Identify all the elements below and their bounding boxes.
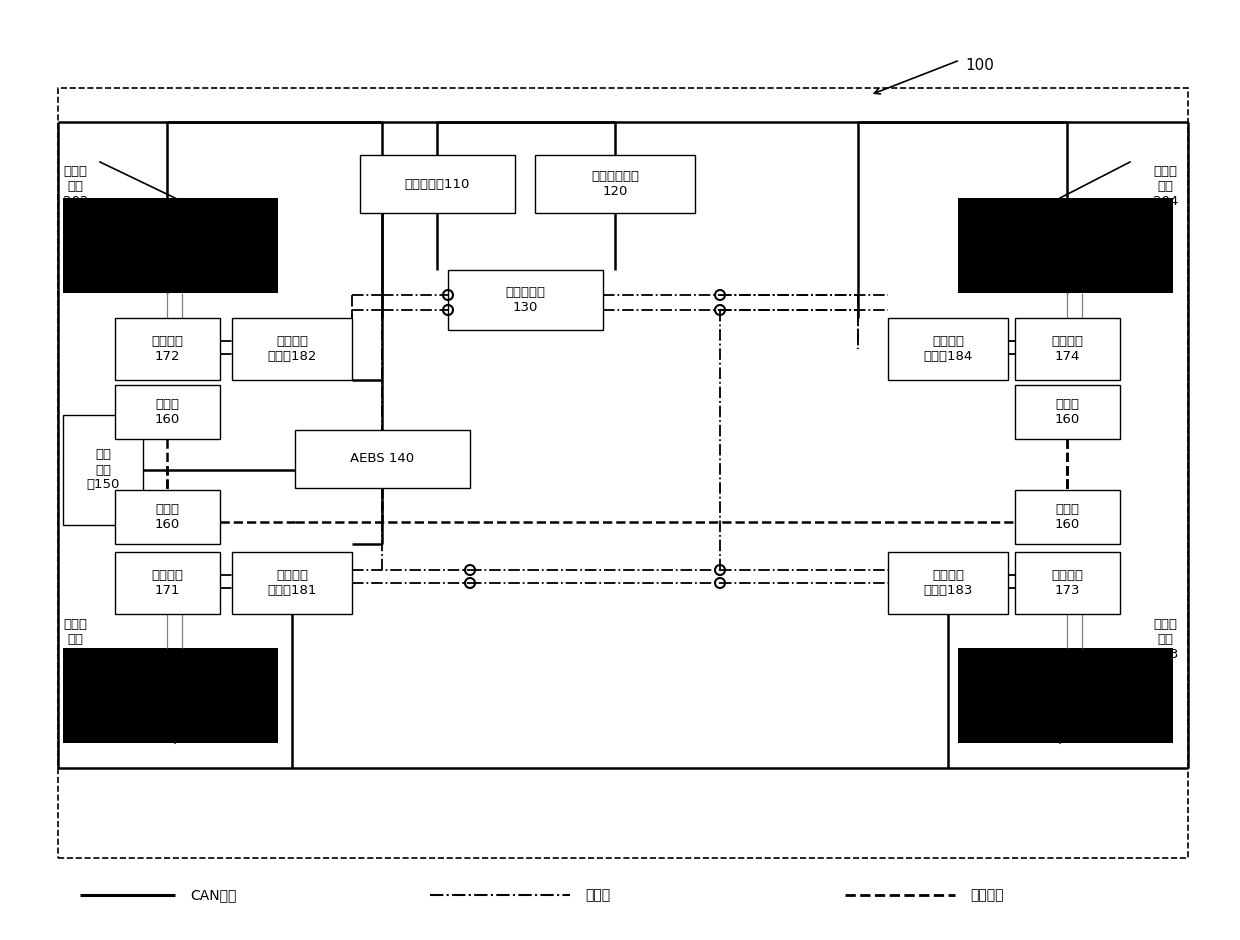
FancyBboxPatch shape bbox=[115, 318, 219, 380]
Text: 左前电机
171: 左前电机 171 bbox=[151, 569, 184, 597]
FancyBboxPatch shape bbox=[360, 155, 515, 213]
Text: 制动管路: 制动管路 bbox=[970, 888, 1003, 902]
Text: 左后电机
173: 左后电机 173 bbox=[1052, 569, 1084, 597]
FancyBboxPatch shape bbox=[888, 318, 1008, 380]
Text: 高压电池包
130: 高压电池包 130 bbox=[506, 286, 546, 314]
FancyBboxPatch shape bbox=[63, 198, 278, 293]
Text: 后轴右
车轮
204: 后轴右 车轮 204 bbox=[1153, 165, 1178, 208]
FancyBboxPatch shape bbox=[1016, 318, 1120, 380]
FancyBboxPatch shape bbox=[1016, 490, 1120, 544]
Text: 左前电机
控制器181: 左前电机 控制器181 bbox=[268, 569, 316, 597]
Text: 100: 100 bbox=[965, 58, 994, 73]
Text: 左后电机
控制器183: 左后电机 控制器183 bbox=[924, 569, 972, 597]
Text: 右后电机
控制器184: 右后电机 控制器184 bbox=[924, 335, 972, 363]
FancyBboxPatch shape bbox=[959, 198, 1173, 293]
Text: 整车控制器110: 整车控制器110 bbox=[404, 178, 470, 191]
Text: 电池管理系统
120: 电池管理系统 120 bbox=[591, 170, 639, 198]
FancyBboxPatch shape bbox=[63, 648, 278, 743]
Text: 右前电机
控制器182: 右前电机 控制器182 bbox=[268, 335, 316, 363]
FancyBboxPatch shape bbox=[115, 552, 219, 614]
FancyBboxPatch shape bbox=[63, 415, 143, 525]
FancyBboxPatch shape bbox=[115, 385, 219, 439]
FancyBboxPatch shape bbox=[534, 155, 694, 213]
Text: 后轴左
车轮
203: 后轴左 车轮 203 bbox=[1153, 618, 1178, 661]
Text: 制动器
160: 制动器 160 bbox=[155, 503, 180, 531]
Text: 右前电机
172: 右前电机 172 bbox=[151, 335, 184, 363]
FancyBboxPatch shape bbox=[115, 490, 219, 544]
FancyBboxPatch shape bbox=[1016, 385, 1120, 439]
Text: 制动器
160: 制动器 160 bbox=[1055, 398, 1080, 426]
Text: AEBS 140: AEBS 140 bbox=[351, 452, 414, 465]
Text: 高压线: 高压线 bbox=[585, 888, 610, 902]
FancyBboxPatch shape bbox=[959, 648, 1173, 743]
Text: CAN总线: CAN总线 bbox=[190, 888, 237, 902]
Text: 制动器
160: 制动器 160 bbox=[155, 398, 180, 426]
Text: 前轴左
车轮
201: 前轴左 车轮 201 bbox=[63, 618, 88, 661]
FancyBboxPatch shape bbox=[448, 270, 603, 330]
Text: 前轴右
车轮
202: 前轴右 车轮 202 bbox=[63, 165, 88, 208]
FancyBboxPatch shape bbox=[232, 318, 352, 380]
FancyBboxPatch shape bbox=[295, 430, 470, 488]
Text: 制动器
160: 制动器 160 bbox=[1055, 503, 1080, 531]
Text: 右后电机
174: 右后电机 174 bbox=[1052, 335, 1084, 363]
Text: 传感
器组
件150: 传感 器组 件150 bbox=[87, 448, 120, 492]
FancyBboxPatch shape bbox=[888, 552, 1008, 614]
FancyBboxPatch shape bbox=[1016, 552, 1120, 614]
FancyBboxPatch shape bbox=[232, 552, 352, 614]
